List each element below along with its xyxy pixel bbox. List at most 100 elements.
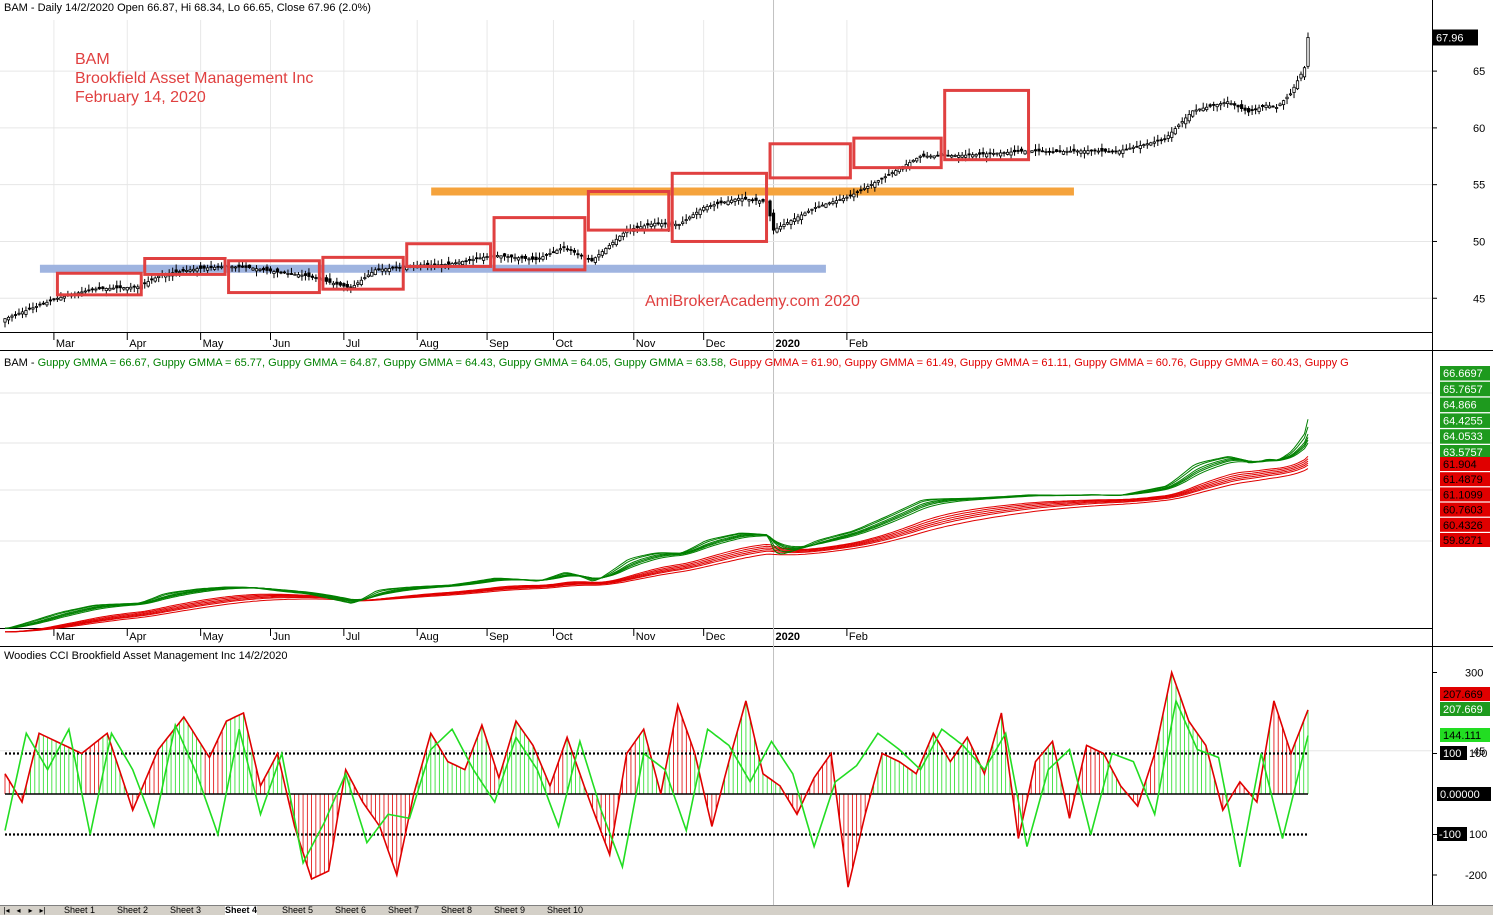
- x-tick-label: Aug: [419, 631, 439, 643]
- candle-body: [1226, 101, 1230, 104]
- y-tick-label: -200: [1465, 870, 1487, 882]
- candle-body: [1295, 80, 1300, 90]
- y-tick-label: 45: [1473, 746, 1485, 758]
- candle-body: [1051, 151, 1055, 153]
- candle-body: [705, 206, 709, 211]
- gmma-title-item: Guppy GMMA = 60.43,: [1189, 357, 1304, 369]
- candle-body: [1089, 149, 1094, 152]
- annotation-ticker: BAM: [75, 51, 110, 68]
- candle-body: [740, 198, 744, 202]
- y-tick-label: 100: [1469, 748, 1487, 760]
- candle-body: [817, 205, 821, 208]
- tab-sheet-9[interactable]: Sheet 9: [494, 905, 526, 915]
- tab-sheet-10[interactable]: Sheet 10: [547, 905, 584, 915]
- candle-body: [24, 310, 28, 315]
- candle-body: [1177, 124, 1181, 128]
- first-sheet-icon[interactable]: |◂: [3, 906, 10, 915]
- candle-body: [1047, 150, 1052, 153]
- candle-body: [38, 303, 42, 306]
- tab-sheet-4[interactable]: Sheet 4: [225, 905, 258, 915]
- candle-body: [153, 277, 157, 282]
- candle-body: [1156, 139, 1160, 142]
- candle-body: [1040, 150, 1045, 153]
- candle-body: [1016, 149, 1020, 152]
- candle-body: [1201, 107, 1205, 112]
- gmma-short-value-label: 64.4255: [1443, 415, 1483, 427]
- last-price-label: 67.96: [1436, 32, 1464, 44]
- candle-body: [1033, 149, 1038, 152]
- candle-body: [674, 223, 678, 227]
- zero-badge: [1437, 787, 1491, 801]
- candle-body: [957, 154, 961, 158]
- candle-body: [611, 241, 615, 246]
- candle-body: [597, 254, 601, 258]
- tab-sheet-3[interactable]: Sheet 3: [170, 905, 202, 915]
- candle-body: [157, 275, 161, 279]
- candle-body: [1170, 131, 1174, 138]
- last-sheet-icon[interactable]: ▸|: [39, 906, 46, 915]
- gmma-long-value-label: 60.4326: [1443, 520, 1483, 532]
- tab-sheet-6[interactable]: Sheet 6: [335, 905, 367, 915]
- candle-body: [122, 287, 126, 290]
- candle-body: [1198, 108, 1202, 111]
- gmma-short-line: [4, 433, 1309, 629]
- candle-body: [45, 301, 49, 306]
- zero-label: 0.00000: [1440, 789, 1480, 801]
- candle-body: [328, 278, 332, 283]
- consolidation-box: [670, 171, 769, 243]
- x-tick-label: Sep: [489, 338, 509, 350]
- candle-body: [1306, 37, 1310, 67]
- candle-body: [1142, 144, 1146, 147]
- candle-body: [681, 221, 685, 224]
- tab-sheet-7[interactable]: Sheet 7: [388, 905, 420, 915]
- gmma-panel-title: BAM - Guppy GMMA = 66.67, Guppy GMMA = 6…: [4, 357, 1349, 369]
- candle-body: [995, 152, 999, 155]
- candle-body: [1184, 117, 1188, 125]
- y-tick-label: 60: [1473, 123, 1485, 135]
- gmma-long-value-label: 60.7603: [1443, 505, 1483, 517]
- hundred-badge: [1440, 746, 1467, 760]
- tab-sheet-5[interactable]: Sheet 5: [282, 905, 314, 915]
- prev-sheet-icon[interactable]: ◂: [16, 906, 21, 915]
- candle-body: [796, 216, 800, 222]
- candle-body: [1152, 141, 1156, 144]
- gmma-short-line: [4, 426, 1309, 629]
- gmma-long-value-label: 61.904: [1443, 459, 1477, 471]
- candle-body: [1079, 150, 1083, 154]
- consolidation-box: [55, 271, 143, 297]
- gmma-title-item: Guppy GMMA = 60.76,: [1074, 357, 1189, 369]
- minus-hundred-badge: [1437, 827, 1467, 841]
- candle-body: [192, 268, 196, 272]
- candle-body: [981, 152, 985, 155]
- candle-body: [338, 282, 342, 286]
- candle-body: [810, 208, 814, 211]
- gmma-short-value-badge: [1440, 445, 1490, 460]
- tab-sheet-2[interactable]: Sheet 2: [117, 905, 149, 915]
- candle-body: [125, 287, 129, 291]
- tab-sheet-1[interactable]: Sheet 1: [64, 905, 96, 915]
- candle-body: [1187, 114, 1191, 122]
- candle-body: [206, 267, 210, 271]
- candle-body: [1299, 73, 1303, 79]
- gmma-title-item: Guppy GMMA = 65.77,: [153, 357, 268, 369]
- candle-body: [471, 258, 475, 262]
- cci-panel-title: Woodies CCI Brookfield Asset Management …: [4, 650, 288, 662]
- candle-body: [967, 153, 971, 156]
- next-sheet-icon[interactable]: ▸: [28, 906, 33, 915]
- candle-body: [370, 272, 374, 277]
- candle-body: [265, 266, 269, 271]
- candle-body: [478, 257, 482, 260]
- consolidation-box: [492, 216, 587, 272]
- candle-body: [1044, 151, 1048, 153]
- candle-body: [1037, 148, 1041, 152]
- candle-body: [555, 249, 559, 254]
- candle-body: [824, 203, 828, 208]
- tab-sheet-8[interactable]: Sheet 8: [441, 905, 473, 915]
- candle-body: [607, 245, 611, 250]
- candle-body: [384, 268, 388, 272]
- candle-body: [653, 222, 657, 227]
- candle-body: [1093, 149, 1097, 152]
- candle-body: [859, 189, 863, 192]
- candle-body: [782, 224, 786, 227]
- candle-body: [1019, 148, 1024, 152]
